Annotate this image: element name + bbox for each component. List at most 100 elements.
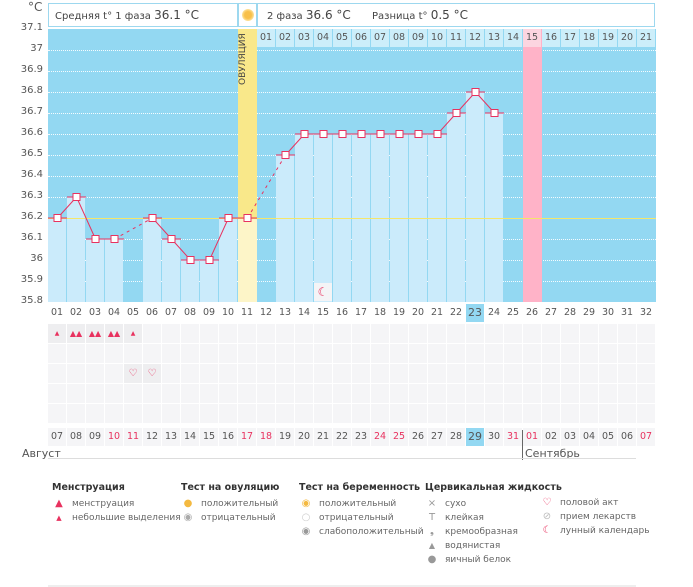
cycle-day-label[interactable]: 08 xyxy=(183,307,197,318)
calendar-cell[interactable] xyxy=(105,404,123,423)
calendar-cell[interactable] xyxy=(200,404,218,423)
calendar-cell[interactable] xyxy=(143,404,161,423)
cycle-day-label[interactable]: 15 xyxy=(316,307,330,318)
temperature-point[interactable] xyxy=(224,214,233,222)
calendar-cell[interactable] xyxy=(67,364,85,383)
calendar-cell[interactable] xyxy=(409,384,427,403)
calendar-cell[interactable] xyxy=(466,404,484,423)
cycle-day-label[interactable]: 20 xyxy=(411,307,425,318)
calendar-cell[interactable] xyxy=(162,404,180,423)
calendar-date[interactable]: 05 xyxy=(599,428,617,446)
calendar-cell[interactable] xyxy=(523,384,541,403)
cycle-day-label[interactable]: 12 xyxy=(259,307,273,318)
calendar-date[interactable]: 10 xyxy=(105,428,123,446)
calendar-cell[interactable] xyxy=(219,364,237,383)
temperature-point[interactable] xyxy=(338,130,347,138)
cycle-day-label[interactable]: 31 xyxy=(620,307,634,318)
temperature-point[interactable] xyxy=(452,109,461,117)
calendar-cell[interactable] xyxy=(352,364,370,383)
calendar-cell[interactable] xyxy=(352,404,370,423)
calendar-cell[interactable] xyxy=(257,344,275,363)
calendar-date[interactable]: 02 xyxy=(542,428,560,446)
calendar-cell[interactable] xyxy=(200,324,218,343)
calendar-cell[interactable] xyxy=(162,324,180,343)
calendar-cell[interactable] xyxy=(219,384,237,403)
calendar-date[interactable]: 15 xyxy=(200,428,218,446)
calendar-cell[interactable] xyxy=(599,364,617,383)
temperature-point[interactable] xyxy=(72,193,81,201)
calendar-date[interactable]: 22 xyxy=(333,428,351,446)
calendar-cell[interactable] xyxy=(599,384,617,403)
calendar-cell[interactable] xyxy=(124,344,142,363)
calendar-cell[interactable] xyxy=(428,364,446,383)
cycle-day-label[interactable]: 24 xyxy=(487,307,501,318)
calendar-cell[interactable] xyxy=(447,344,465,363)
cycle-day-label[interactable]: 03 xyxy=(88,307,102,318)
calendar-cell[interactable] xyxy=(371,364,389,383)
menstruation-icon[interactable]: ▲▲ xyxy=(105,324,123,343)
temperature-point[interactable] xyxy=(148,214,157,222)
calendar-date[interactable]: 06 xyxy=(618,428,636,446)
calendar-cell[interactable] xyxy=(143,384,161,403)
calendar-cell[interactable] xyxy=(257,364,275,383)
calendar-cell[interactable] xyxy=(238,404,256,423)
calendar-cell[interactable] xyxy=(447,364,465,383)
calendar-cell[interactable] xyxy=(428,324,446,343)
calendar-cell[interactable] xyxy=(67,344,85,363)
calendar-date[interactable]: 11 xyxy=(124,428,142,446)
cycle-day-label[interactable]: 23 xyxy=(466,304,484,322)
calendar-cell[interactable] xyxy=(485,404,503,423)
calendar-cell[interactable] xyxy=(105,344,123,363)
calendar-cell[interactable] xyxy=(599,404,617,423)
calendar-cell[interactable] xyxy=(523,344,541,363)
calendar-cell[interactable] xyxy=(124,404,142,423)
calendar-cell[interactable] xyxy=(618,404,636,423)
calendar-cell[interactable] xyxy=(162,364,180,383)
cycle-day-label[interactable]: 29 xyxy=(582,307,596,318)
calendar-cell[interactable] xyxy=(561,404,579,423)
calendar-cell[interactable] xyxy=(485,364,503,383)
calendar-date[interactable]: 24 xyxy=(371,428,389,446)
calendar-cell[interactable] xyxy=(637,324,655,343)
menstruation-icon[interactable]: ▲ xyxy=(124,324,142,343)
calendar-cell[interactable] xyxy=(238,324,256,343)
calendar-cell[interactable] xyxy=(352,344,370,363)
calendar-cell[interactable] xyxy=(561,324,579,343)
calendar-cell[interactable] xyxy=(276,384,294,403)
calendar-cell[interactable] xyxy=(219,404,237,423)
calendar-date[interactable]: 25 xyxy=(390,428,408,446)
calendar-cell[interactable] xyxy=(181,364,199,383)
calendar-cell[interactable] xyxy=(48,344,66,363)
calendar-cell[interactable] xyxy=(428,344,446,363)
cycle-day-label[interactable]: 25 xyxy=(506,307,520,318)
temperature-point[interactable] xyxy=(414,130,423,138)
calendar-cell[interactable] xyxy=(466,324,484,343)
calendar-cell[interactable] xyxy=(371,344,389,363)
calendar-cell[interactable] xyxy=(580,384,598,403)
calendar-cell[interactable] xyxy=(542,364,560,383)
calendar-cell[interactable] xyxy=(428,384,446,403)
calendar-date[interactable]: 27 xyxy=(428,428,446,446)
calendar-cell[interactable] xyxy=(599,344,617,363)
calendar-cell[interactable] xyxy=(314,384,332,403)
calendar-cell[interactable] xyxy=(162,344,180,363)
calendar-cell[interactable] xyxy=(333,364,351,383)
menstruation-icon[interactable]: ▲▲ xyxy=(67,324,85,343)
temperature-point[interactable] xyxy=(471,88,480,96)
calendar-cell[interactable] xyxy=(86,364,104,383)
calendar-cell[interactable] xyxy=(181,344,199,363)
calendar-cell[interactable] xyxy=(485,384,503,403)
cycle-day-label[interactable]: 11 xyxy=(240,307,254,318)
calendar-cell[interactable] xyxy=(580,324,598,343)
calendar-cell[interactable] xyxy=(295,324,313,343)
calendar-cell[interactable] xyxy=(333,404,351,423)
calendar-cell[interactable] xyxy=(561,344,579,363)
calendar-cell[interactable] xyxy=(333,384,351,403)
calendar-cell[interactable] xyxy=(466,364,484,383)
cycle-day-label[interactable]: 01 xyxy=(50,307,64,318)
calendar-cell[interactable] xyxy=(580,364,598,383)
cycle-day-label[interactable]: 18 xyxy=(373,307,387,318)
calendar-date[interactable]: 26 xyxy=(409,428,427,446)
cycle-day-label[interactable]: 10 xyxy=(221,307,235,318)
temperature-point[interactable] xyxy=(490,109,499,117)
